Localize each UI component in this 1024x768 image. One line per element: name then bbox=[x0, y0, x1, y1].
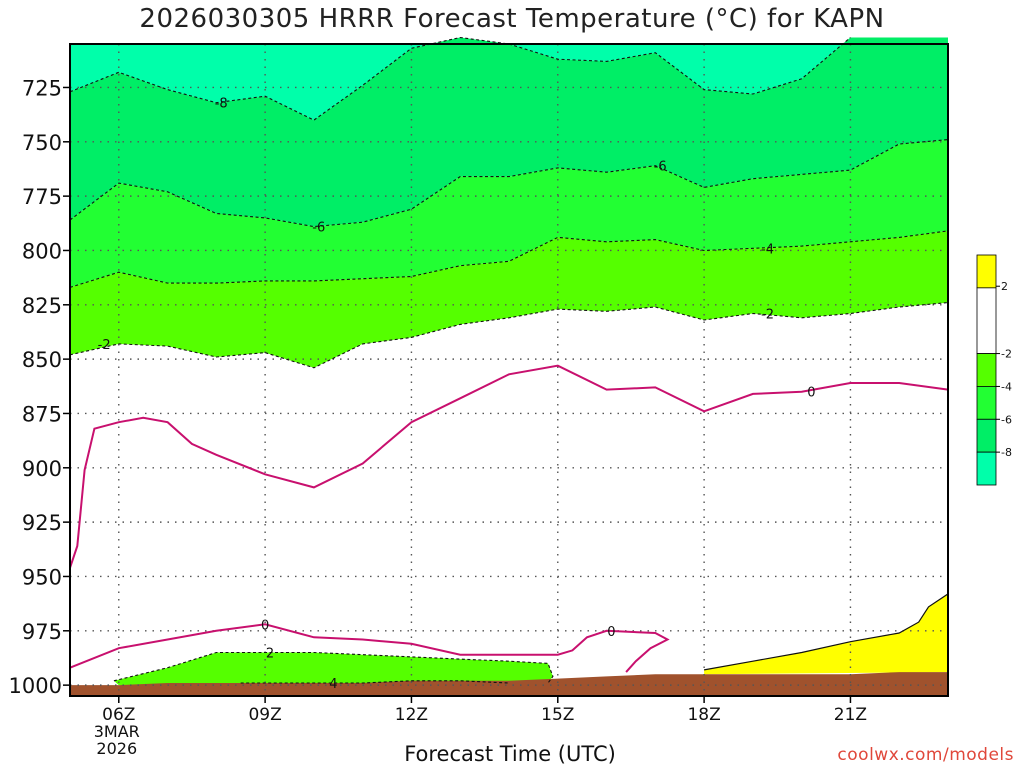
fill-band-minus8 bbox=[70, 37, 948, 227]
contour-line-m2 bbox=[69, 302, 949, 369]
colorbar-band-3 bbox=[976, 386, 997, 420]
x-tick-label-09Z: 09Z bbox=[248, 705, 281, 725]
colorbar-band-2 bbox=[976, 353, 997, 387]
contour-label-1: -6 bbox=[312, 221, 325, 236]
fill-band-minus6 bbox=[70, 139, 948, 288]
plot-frame bbox=[69, 43, 949, 697]
y-tick-label-850: 850 bbox=[22, 348, 62, 372]
credit-text: coolwx.com/models bbox=[837, 745, 1014, 765]
y-tick-label-950: 950 bbox=[22, 565, 62, 589]
y-tick-label-725: 725 bbox=[22, 76, 62, 100]
ground-fill bbox=[70, 672, 948, 696]
contour-label-4: -6 bbox=[654, 160, 667, 175]
contour-labels: -8 -6 -4 -2 -6 -2 0 0 0 2 4 bbox=[98, 97, 816, 692]
x-axis-label: Forecast Time (UTC) bbox=[404, 742, 616, 766]
contour-line-p2 bbox=[703, 578, 949, 671]
contour-fills bbox=[70, 37, 948, 696]
x-tick-sub-0: 3MAR bbox=[94, 722, 140, 741]
colorbar-label-2: -4 bbox=[1001, 380, 1012, 393]
contour-line-m6 bbox=[69, 139, 949, 228]
contour-line-zero-upper bbox=[69, 364, 949, 569]
y-tick-label-750: 750 bbox=[22, 131, 62, 155]
fill-band-minus10 bbox=[70, 37, 948, 121]
colorbar-band-4 bbox=[976, 418, 997, 453]
y-tick-label-1000: 1000 bbox=[9, 674, 62, 698]
y-tick-label-900: 900 bbox=[22, 457, 62, 481]
x-tick-sub-1: 2026 bbox=[96, 739, 137, 758]
fill-band-minus4 bbox=[70, 230, 948, 368]
contour-label-9: 2 bbox=[266, 647, 274, 662]
contour-line-m4_low bbox=[240, 680, 510, 684]
y-tick-label-925: 925 bbox=[22, 511, 62, 535]
contour-line-m8 bbox=[69, 36, 851, 121]
colorbar-band-0 bbox=[976, 254, 997, 289]
contour-lines bbox=[69, 36, 949, 684]
y-tick-label-800: 800 bbox=[22, 239, 62, 263]
colorbar-label-1: -2 bbox=[1001, 348, 1012, 361]
y-axis: 725 750 775 800 825 850 875 900 925 950 975 1000 bbox=[9, 76, 70, 698]
contour-label-7: 0 bbox=[261, 618, 269, 633]
x-tick-label-15Z: 15Z bbox=[541, 705, 574, 725]
contour-label-6: 0 bbox=[807, 386, 815, 401]
contour-line-zero-lower bbox=[69, 623, 670, 673]
x-tick-label-12Z: 12Z bbox=[395, 705, 428, 725]
colorbar-band-1 bbox=[976, 287, 997, 354]
colorbar-label-4: -8 bbox=[1001, 446, 1012, 459]
chart-title: 2026030305 HRRR Forecast Temperature (°C… bbox=[139, 4, 885, 34]
fill-low-minus2 bbox=[113, 652, 553, 686]
contour-line-m2_low bbox=[113, 651, 554, 684]
contour-line-m4 bbox=[69, 230, 949, 288]
contour-label-5: -2 bbox=[761, 307, 774, 322]
colorbar-label-0: 2 bbox=[1001, 280, 1008, 293]
contour-label-3: -2 bbox=[98, 338, 111, 353]
fill-warm-plus2 bbox=[704, 578, 948, 675]
contour-label-0: -8 bbox=[215, 97, 228, 112]
contour-label-2: -4 bbox=[761, 242, 774, 257]
x-tick-label-18Z: 18Z bbox=[687, 705, 720, 725]
y-tick-label-975: 975 bbox=[22, 620, 62, 644]
y-tick-label-875: 875 bbox=[22, 402, 62, 426]
colorbar: 2 -2 -4 -6 -8 bbox=[976, 254, 1012, 486]
y-tick-label-775: 775 bbox=[22, 185, 62, 209]
colorbar-band-5 bbox=[976, 451, 997, 486]
x-tick-label-06Z: 06Z bbox=[102, 705, 135, 725]
contour-label-10: 4 bbox=[329, 677, 337, 692]
y-tick-label-825: 825 bbox=[22, 294, 62, 318]
colorbar-label-3: -6 bbox=[1001, 413, 1012, 426]
contour-label-8: 0 bbox=[607, 625, 615, 640]
x-tick-label-21Z: 21Z bbox=[834, 705, 867, 725]
